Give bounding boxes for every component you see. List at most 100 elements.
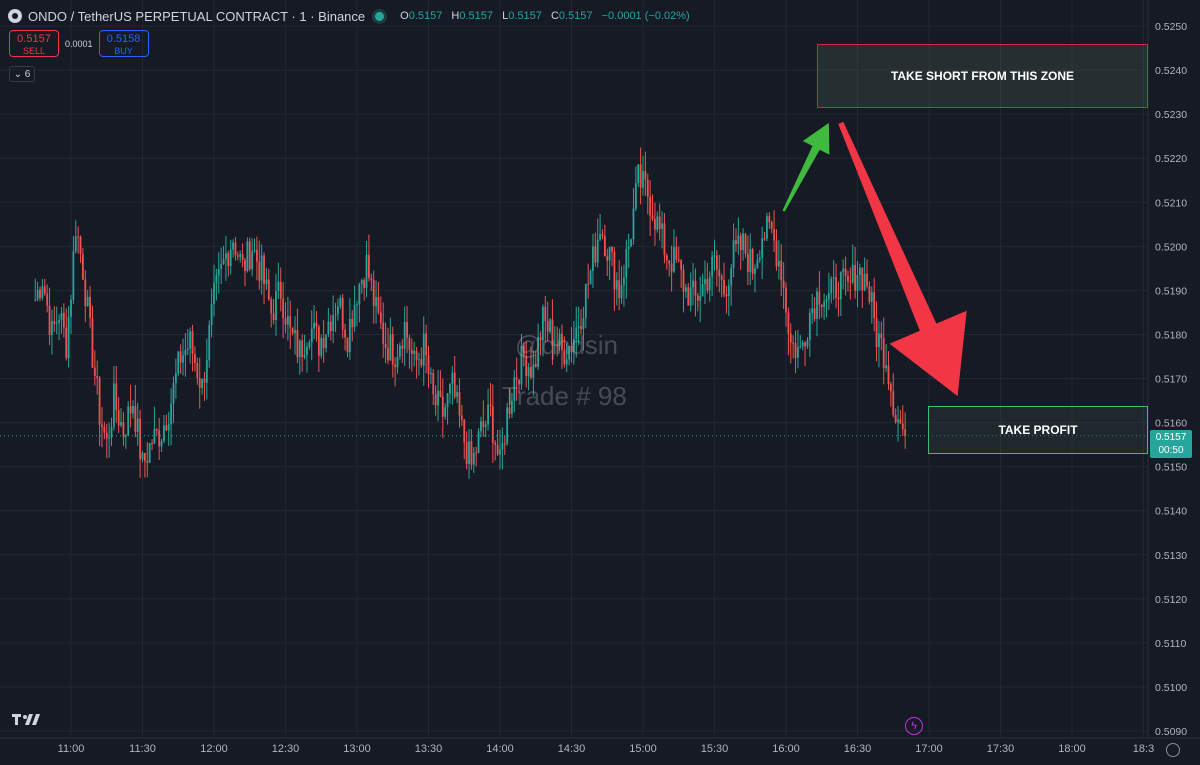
candle-body [248, 241, 251, 270]
candle-body [203, 378, 206, 383]
candle-body [86, 296, 89, 307]
candle-body [41, 286, 44, 299]
candle-body [460, 415, 463, 420]
candle-body [93, 367, 96, 377]
candle-body [856, 275, 859, 291]
candle-body [851, 264, 854, 283]
candle-body [575, 327, 578, 339]
candle-body [368, 254, 370, 278]
candle-body [708, 276, 711, 291]
candle-body [151, 443, 153, 445]
tradingview-logo-icon[interactable] [12, 712, 40, 726]
candle-body [227, 253, 230, 267]
candle-body [313, 322, 315, 329]
candle-body [758, 257, 761, 260]
candle-body [773, 229, 775, 241]
time-tick-label: 18:3 [1133, 743, 1154, 755]
time-tick-label: 14:00 [486, 743, 514, 755]
candle-body [730, 268, 733, 286]
symbol-header[interactable]: ONDO / TetherUS PERPETUAL CONTRACT · 1 ·… [8, 7, 690, 25]
candle-body [553, 344, 556, 346]
candle-body [315, 322, 318, 327]
lightning-icon[interactable]: ϟ [905, 717, 923, 735]
candle-body [46, 293, 49, 306]
candle-body [124, 435, 127, 438]
candle-body [129, 406, 132, 414]
price-axis[interactable]: 0.5250 0.5240 0.5230 0.5220 0.5210 0.5200 0.51… [1147, 0, 1200, 765]
take-profit-rectangle[interactable]: TAKE PROFIT [928, 406, 1148, 454]
candle-body [639, 164, 642, 188]
candle-body [72, 251, 75, 300]
candle-body [346, 337, 349, 353]
arrow-drawings[interactable] [782, 121, 967, 397]
candle-body [713, 255, 716, 257]
candle-body [413, 350, 416, 354]
settings-gear-icon[interactable] [1166, 743, 1180, 757]
candle-body [432, 372, 435, 395]
buy-button[interactable]: 0.5158 BUY [98, 30, 149, 57]
candle-body [475, 452, 478, 454]
short-zone-rectangle[interactable]: TAKE SHORT FROM THIS ZONE [817, 44, 1148, 108]
candle-body [658, 216, 661, 229]
candle-body [596, 239, 599, 263]
candle-body [198, 378, 201, 388]
candle-body [620, 284, 623, 299]
candle-body [696, 295, 699, 301]
time-tick-label: 17:00 [915, 743, 943, 755]
candle-body [751, 249, 754, 274]
price-tick-label: 0.5230 [1155, 109, 1187, 121]
candle-body [365, 254, 368, 288]
candle-body [525, 355, 528, 377]
candle-body [663, 223, 666, 256]
candle-body [277, 281, 280, 292]
candle-body [186, 348, 189, 351]
watermark-trade-number: Trade # 98 [502, 381, 627, 411]
candle-body [692, 280, 694, 288]
candle-body [670, 263, 673, 272]
candle-body [241, 254, 244, 260]
candle-body [146, 461, 149, 463]
last-price-tag: 0.5157 00:50 [1150, 430, 1192, 458]
time-axis[interactable]: 11:00 11:30 12:00 12:30 13:00 13:30 14:00 14:30… [0, 737, 1200, 755]
candle-body [332, 315, 335, 332]
candle-body [770, 222, 773, 230]
candle-body [77, 236, 80, 238]
candle-body [465, 442, 468, 464]
candle-body [372, 279, 375, 307]
candle-body [792, 342, 795, 344]
candle-body [568, 345, 571, 360]
time-tick-label: 15:00 [629, 743, 657, 755]
candle-body [897, 419, 899, 423]
candle-body [382, 322, 385, 344]
time-tick-label: 12:30 [272, 743, 300, 755]
candle-body [105, 432, 108, 439]
chart-grid [0, 0, 1148, 738]
candle-body [811, 308, 814, 313]
price-tick-label: 0.5170 [1155, 374, 1187, 386]
candle-body [325, 334, 327, 349]
candle-body [794, 343, 797, 358]
green-arrow [782, 122, 830, 212]
candle-body [317, 326, 320, 356]
candle-body [511, 400, 513, 414]
candle-body [275, 291, 277, 321]
candle-body [108, 437, 111, 439]
candle-body [637, 164, 640, 184]
candle-body [789, 333, 792, 343]
candle-body [651, 215, 654, 220]
sell-button[interactable]: 0.5157 SELL [9, 30, 59, 57]
candle-body [251, 251, 254, 270]
candle-body [120, 422, 122, 426]
indicators-toggle-button[interactable]: ⌄ 6 [9, 66, 35, 82]
ohlc-values: O0.5157 H0.5157 L0.5157 C0.5157 −0.0001 … [400, 10, 690, 22]
candle-body [439, 390, 442, 397]
candle-body [322, 337, 325, 349]
candle-body [279, 281, 282, 299]
candle-body [899, 419, 902, 424]
candle-body [808, 312, 811, 340]
symbol-title[interactable]: ONDO / TetherUS PERPETUAL CONTRACT · 1 ·… [28, 8, 366, 24]
candle-body [491, 405, 494, 443]
candle-body [866, 273, 868, 287]
candle-body [451, 372, 454, 384]
